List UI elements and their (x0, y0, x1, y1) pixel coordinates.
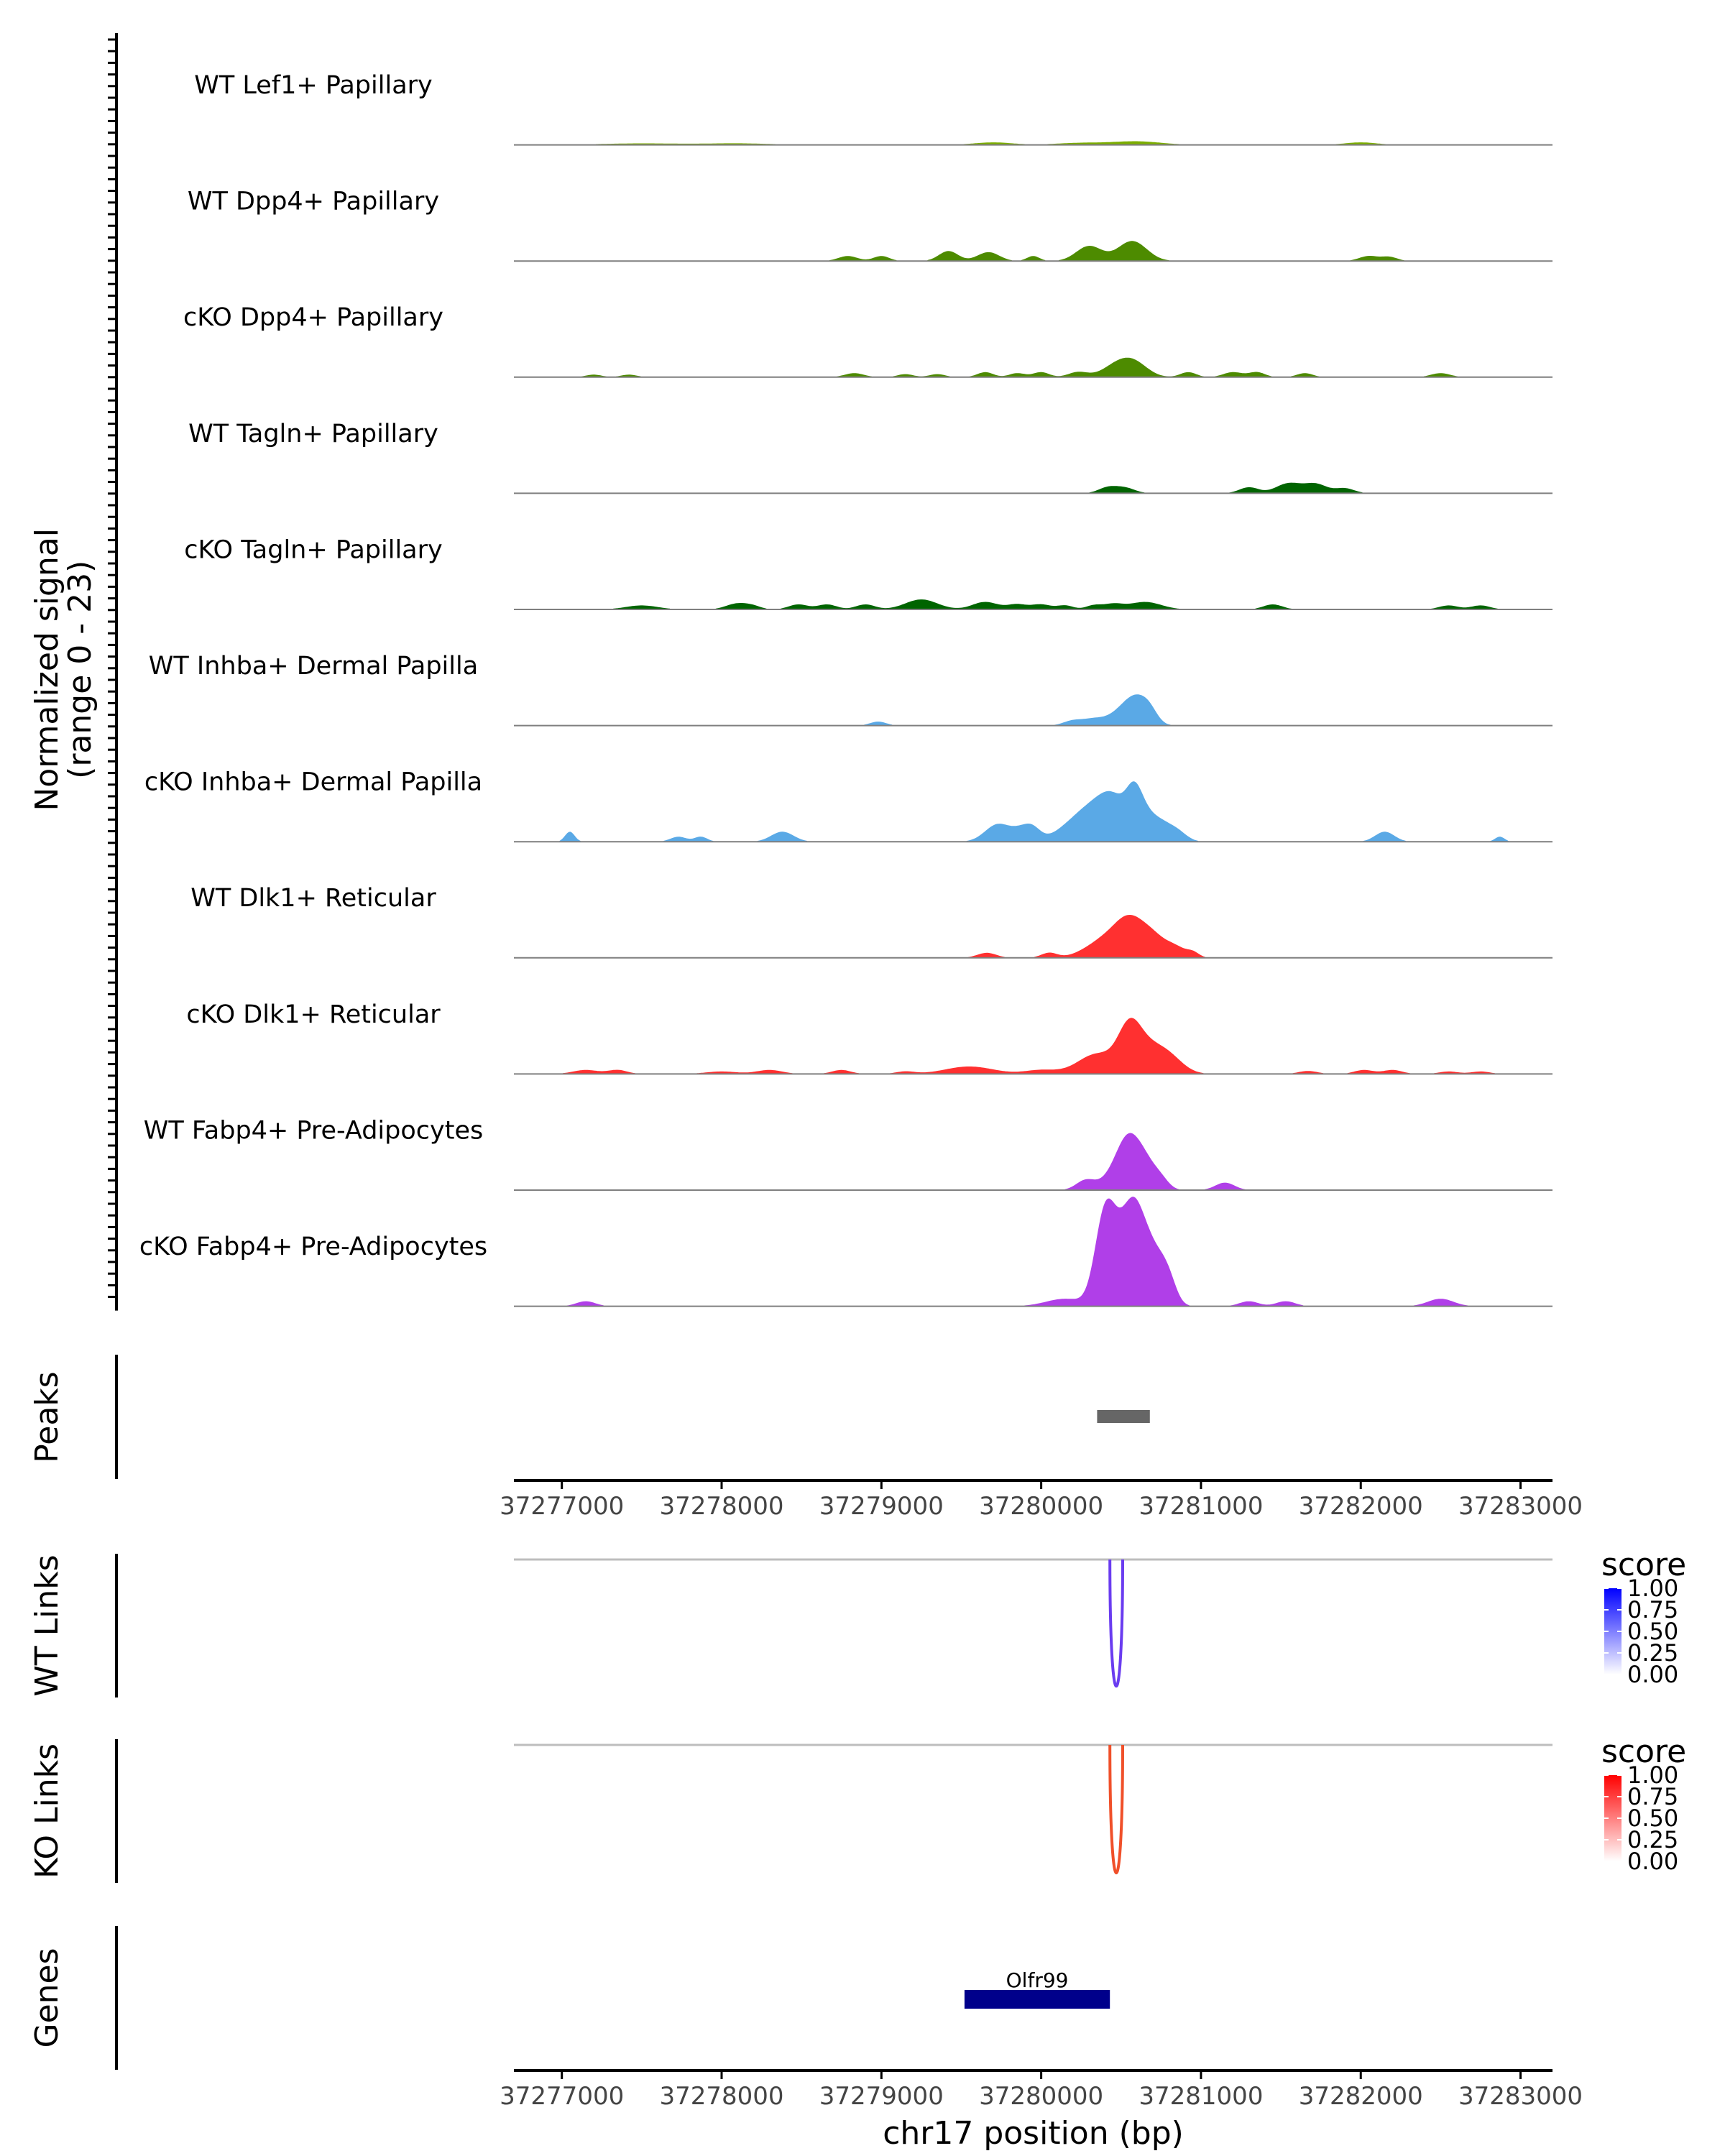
coverage-area (514, 694, 1552, 726)
coverage-y-axis-label-line2: (range 0 - 23) (62, 561, 98, 779)
legend-title: score (1601, 1733, 1686, 1770)
legend-title: score (1601, 1547, 1686, 1583)
track-label: WT Inhba+ Dermal Papilla (149, 652, 478, 681)
coverage-track: cKO Dpp4+ Papillary (183, 303, 1552, 378)
x-axis-title: chr17 position (bp) (883, 2115, 1184, 2152)
x-axis: 37277000 37278000 37279000 37280000 37281000… (500, 2069, 1583, 2152)
gene-name: Olfr99 (1006, 1968, 1069, 1992)
coverage-track: cKO Fabp4+ Pre-Adipocytes (139, 1197, 1552, 1307)
legend-tick-label: 0.75 (1627, 1596, 1678, 1623)
x-axis-tick-label: 37279000 (819, 2082, 944, 2111)
x-axis-tick-label: 37280000 (979, 2082, 1103, 2111)
track-label: WT Dpp4+ Papillary (188, 188, 439, 216)
link-track-label: KO Links (29, 1743, 65, 1879)
track-label: cKO Inhba+ Dermal Papilla (144, 768, 482, 797)
link-track-label: WT Links (29, 1554, 65, 1696)
coverage-track: WT Dlk1+ Reticular (190, 884, 1552, 959)
gene-body (964, 1990, 1110, 2009)
x-axis-tick-label: 37280000 (979, 1492, 1103, 1521)
peaks-track: Peaks (29, 1355, 1150, 1479)
x-axis-tick-label: 37283000 (1458, 1492, 1583, 1521)
link-arc (1108, 1559, 1124, 1687)
genes-track: Genes Olfr99 (29, 1926, 1110, 2070)
track-label: cKO Fabp4+ Pre-Adipocytes (139, 1233, 487, 1261)
track-label: cKO Tagln+ Papillary (184, 535, 443, 564)
x-axis: 37277000 37278000 37279000 37280000 37281000… (500, 1479, 1583, 1521)
track-label: cKO Dpp4+ Papillary (183, 303, 443, 332)
x-axis-tick-label: 37281000 (1138, 1492, 1263, 1521)
coverage-area (514, 1133, 1552, 1190)
x-axis-tick-label: 37278000 (659, 1492, 783, 1521)
x-axis-tick-label: 37279000 (819, 1492, 944, 1521)
track-label: WT Dlk1+ Reticular (190, 884, 436, 913)
coverage-area (514, 482, 1552, 494)
coverage-track: cKO Dlk1+ Reticular (186, 1000, 1552, 1075)
coverage-area (514, 599, 1552, 609)
coverage-area (514, 241, 1552, 262)
x-axis-tick-label: 37278000 (659, 2082, 783, 2111)
legend-tick-label: 0.00 (1627, 1661, 1678, 1688)
coverage-track: WT Tagln+ Papillary (188, 420, 1552, 494)
coverage-area (514, 1018, 1552, 1074)
peak-region (1097, 1410, 1150, 1423)
track-label: WT Tagln+ Papillary (188, 420, 438, 448)
coverage-y-axis-label: Normalized signal(range 0 - 23) (29, 528, 98, 811)
link-arc (1108, 1744, 1124, 1874)
legend-tick-label: 0.75 (1627, 1783, 1678, 1810)
x-axis-tick-label: 37277000 (500, 2082, 624, 2111)
legend-tick-label: 0.50 (1627, 1618, 1678, 1645)
genes-track-label: Genes (29, 1948, 65, 2047)
x-axis-tick-label: 37282000 (1299, 2082, 1423, 2111)
link-track: KO Links (29, 1739, 1552, 1883)
x-axis-tick-label: 37281000 (1138, 2082, 1263, 2111)
coverage-area (514, 781, 1552, 842)
coverage-area (514, 357, 1552, 377)
legend-tick-label: 1.00 (1627, 1575, 1678, 1602)
legend-tick-label: 0.25 (1627, 1639, 1678, 1667)
x-axis-tick-label: 37283000 (1458, 2082, 1583, 2111)
coverage-area (514, 915, 1552, 958)
coverage-track: cKO Tagln+ Papillary (184, 535, 1552, 610)
coverage-track: WT Inhba+ Dermal Papilla (149, 652, 1552, 727)
track-label: WT Lef1+ Papillary (194, 71, 433, 100)
x-axis-tick-label: 37282000 (1299, 1492, 1423, 1521)
coverage-track: WT Lef1+ Papillary (194, 71, 1552, 146)
x-axis-tick-label: 37277000 (500, 1492, 624, 1521)
link-track: WT Links (29, 1554, 1552, 1697)
legend-tick-label: 1.00 (1627, 1761, 1678, 1789)
track-label: WT Fabp4+ Pre-Adipocytes (144, 1116, 483, 1145)
coverage-area (514, 1197, 1552, 1307)
legend-tick-label: 0.50 (1627, 1805, 1678, 1832)
track-label: cKO Dlk1+ Reticular (186, 1000, 441, 1029)
coverage-track: WT Fabp4+ Pre-Adipocytes (144, 1116, 1552, 1191)
coverage-y-axis-label-line1: Normalized signal (29, 528, 65, 811)
coverage-track: cKO Inhba+ Dermal Papilla (144, 768, 1552, 843)
legend-tick-label: 0.25 (1627, 1826, 1678, 1853)
coverage-track: WT Dpp4+ Papillary (188, 188, 1552, 262)
coverage-y-axis-ticks (108, 38, 116, 1299)
peaks-track-label: Peaks (29, 1371, 65, 1462)
legend-tick-label: 0.00 (1627, 1848, 1678, 1875)
